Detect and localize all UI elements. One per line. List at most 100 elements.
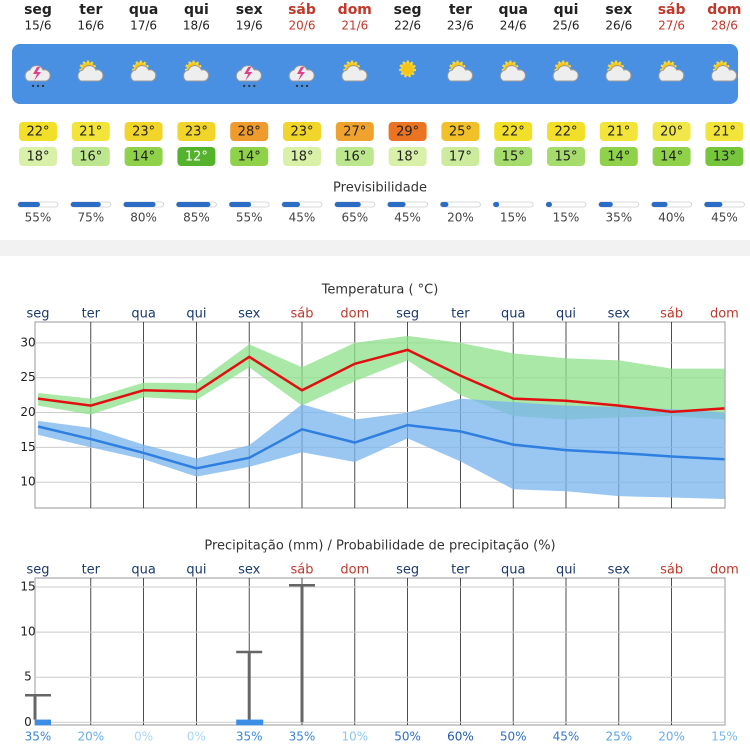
predictability-label: 55%: [25, 211, 52, 225]
day-label: sáb: [291, 307, 314, 322]
min-temp-box: [599, 147, 638, 166]
day-label: qua: [131, 563, 155, 578]
predictability-bar: [229, 202, 252, 207]
date: 24/6: [500, 19, 527, 33]
predictability-title: Previsibilidade: [333, 181, 427, 196]
min-temp-box: [283, 147, 321, 166]
weather-icon: [658, 60, 685, 82]
max-temp: 23°: [290, 125, 313, 140]
probability-label: 25%: [605, 730, 632, 744]
weekday: dom: [707, 2, 741, 18]
min-temp: 17°: [449, 150, 472, 165]
min-temp: 18°: [26, 150, 49, 165]
precip-bar: [236, 719, 264, 726]
max-temp: 22°: [554, 125, 577, 140]
weather-icon: ∙∙∙: [235, 65, 262, 91]
day-label: qua: [501, 563, 525, 578]
date: 26/6: [605, 19, 632, 33]
predictability-bar: [598, 202, 613, 207]
max-temp: 23°: [185, 125, 208, 140]
min-temp: 18°: [290, 150, 313, 165]
day-label: sex: [608, 563, 631, 578]
max-temp-box: [335, 122, 374, 141]
bolt: [244, 67, 253, 81]
max-temp-box: [441, 122, 480, 141]
predictability-label: 35%: [605, 211, 632, 225]
separator: [0, 240, 750, 256]
y-tick-label: 0: [24, 715, 32, 729]
predictability-label: 45%: [289, 211, 316, 225]
weather-icon: [399, 60, 417, 78]
predictability-label: 75%: [77, 211, 104, 225]
max-temp: 23°: [132, 125, 155, 140]
max-temp-box: [230, 122, 269, 141]
min-temp: 14°: [238, 150, 261, 165]
weekday: ter: [449, 2, 472, 18]
max-temp-box: [124, 122, 163, 141]
predictability-bar: [493, 202, 500, 207]
min-line: [37, 423, 725, 470]
rain: ∙∙∙: [294, 82, 309, 91]
y-tick-label: 20: [20, 405, 35, 419]
weekday: dom: [338, 2, 372, 18]
date: 27/6: [658, 19, 685, 33]
predictability-label: 65%: [341, 211, 368, 225]
min-temp-box: [388, 147, 427, 166]
day-label: dom: [710, 563, 739, 578]
predictability-label: 15%: [553, 211, 580, 225]
precipitation-title: Precipitação (mm) / Probabilidade de pre…: [204, 539, 555, 554]
day-label: qui: [556, 307, 576, 322]
probability-label: 35%: [289, 730, 316, 744]
weather-icon: [447, 60, 474, 82]
day-label: ter: [82, 563, 101, 578]
cloud: [447, 65, 474, 82]
cloud: [658, 65, 685, 82]
min-temp: 14°: [607, 150, 630, 165]
probability-label: 45%: [553, 730, 580, 744]
max-temp-box: [19, 122, 57, 141]
weekday: sex: [236, 2, 263, 18]
day-label: qui: [186, 307, 206, 322]
bolt: [33, 67, 41, 81]
max-temp: 21°: [79, 125, 102, 140]
cloud: [711, 65, 738, 82]
weekday: seg: [394, 2, 422, 18]
predictability-bar: [546, 202, 552, 207]
probability-label: 35%: [25, 730, 52, 744]
predictability-bar: [176, 202, 211, 207]
predictability-bar: [704, 202, 723, 207]
day-label: dom: [710, 307, 739, 322]
max-temp: 25°: [449, 125, 472, 140]
max-temp: 20°: [660, 125, 683, 140]
predictability-bar: [70, 202, 101, 207]
min-temp: 15°: [502, 150, 525, 165]
weather-icon: [499, 60, 526, 82]
max-temp-box: [547, 122, 585, 141]
weather-icon: [552, 60, 579, 82]
predictability-label: 85%: [183, 211, 210, 225]
date: 20/6: [289, 19, 316, 33]
weekday: sáb: [288, 2, 316, 18]
date: 21/6: [341, 19, 368, 33]
max-temp-box: [652, 122, 691, 141]
max-temp: 28°: [238, 125, 261, 140]
date: 25/6: [553, 19, 580, 33]
predictability-label: 15%: [500, 211, 527, 225]
predictability-label: 20%: [447, 211, 474, 225]
min-temp: 18°: [396, 150, 419, 165]
day-label: sex: [608, 307, 631, 322]
weather-icon: [341, 60, 368, 82]
min-band: [38, 398, 725, 499]
min-temp-box: [705, 147, 744, 166]
predictability-bar: [440, 202, 449, 207]
rain: ∙∙∙: [30, 82, 45, 91]
day-label: sex: [238, 307, 261, 322]
predictability-bar: [387, 202, 406, 207]
probability-label: 50%: [394, 730, 421, 744]
min-temp: 12°: [185, 150, 208, 165]
max-line: [37, 348, 725, 414]
day-label: sex: [238, 563, 261, 578]
day-label: seg: [396, 563, 419, 578]
y-tick-label: 25: [20, 370, 35, 384]
